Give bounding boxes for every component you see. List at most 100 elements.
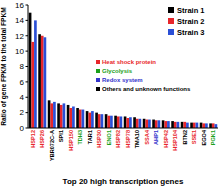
x-tick-label: ENO1 xyxy=(106,130,112,145)
x-tick-label: HSP82 xyxy=(115,130,121,148)
bar xyxy=(171,121,174,128)
y-tick xyxy=(26,112,29,113)
annotation: Glycolysis xyxy=(102,68,133,74)
bar xyxy=(86,111,89,128)
x-tick-label: HSP78 xyxy=(125,130,131,148)
bar xyxy=(139,119,142,128)
bar xyxy=(129,117,132,128)
x-tick-label: BTN2 xyxy=(182,130,188,145)
y-tick-label: 6 xyxy=(20,78,25,87)
y-axis-title: Ratio of gene FPKM to the total FPKM xyxy=(0,7,8,126)
bar xyxy=(53,102,56,128)
bar xyxy=(38,34,41,128)
legend-swatch xyxy=(168,7,174,13)
bar xyxy=(186,123,189,128)
y-tick xyxy=(26,128,29,129)
x-axis xyxy=(28,128,218,129)
x-tick-label: HSP42 xyxy=(163,130,169,148)
bar xyxy=(215,124,218,128)
bar xyxy=(126,118,129,128)
bar xyxy=(31,42,34,128)
bar xyxy=(76,108,79,128)
bar xyxy=(183,122,186,128)
x-tick-label: EGO4 xyxy=(201,129,207,145)
legend-label: Strain 1 xyxy=(177,6,205,15)
bars xyxy=(29,13,217,128)
y-tick xyxy=(26,81,29,82)
bar xyxy=(167,121,170,128)
bar xyxy=(155,120,158,128)
bar xyxy=(44,37,47,128)
bar xyxy=(114,116,117,128)
bar xyxy=(190,123,193,128)
y-tick-label: 16 xyxy=(15,1,24,10)
bar xyxy=(101,114,104,128)
bar xyxy=(133,117,136,128)
bar xyxy=(29,13,32,128)
bar xyxy=(193,123,196,128)
y-tick xyxy=(26,97,29,98)
bar xyxy=(145,120,148,128)
x-tick-label: PGK1 xyxy=(210,130,216,145)
bar xyxy=(50,103,53,128)
bar xyxy=(91,111,94,128)
bar xyxy=(107,116,110,128)
chart: 0246810121416HSP12HSP26YBR072C-ASPI1HSP1… xyxy=(0,0,221,189)
bar xyxy=(67,105,70,128)
bar xyxy=(88,113,91,128)
bar xyxy=(72,106,75,128)
x-tick-label: SPI1 xyxy=(58,130,64,142)
bar xyxy=(57,103,60,128)
x-tick-label: HSP12 xyxy=(30,130,36,148)
bar xyxy=(48,100,51,128)
bar xyxy=(148,120,151,128)
y-tick xyxy=(26,5,29,6)
y-tick xyxy=(26,51,29,52)
bar xyxy=(98,114,101,128)
bar xyxy=(60,105,63,128)
legend-swatch xyxy=(168,18,174,24)
x-tick-label: SSE1 xyxy=(191,130,197,144)
bar xyxy=(174,122,177,128)
x-tick-label: YBR072C-A xyxy=(49,130,55,161)
bar xyxy=(136,119,139,128)
bar xyxy=(202,123,205,128)
bar xyxy=(200,123,203,128)
x-tick-label: HSP26 xyxy=(39,130,45,148)
y-tick xyxy=(26,66,29,67)
y-tick-label: 12 xyxy=(15,32,24,41)
bar xyxy=(143,119,146,128)
bar xyxy=(177,122,180,128)
bar xyxy=(34,20,37,128)
bar xyxy=(164,121,167,128)
x-tick-label: HSP150 xyxy=(68,130,74,151)
legend-swatch xyxy=(168,29,174,35)
x-tick-label: TMA10 xyxy=(134,130,140,148)
x-tick-label: HSP30 xyxy=(96,130,102,148)
x-axis-title: Top 20 high transcription genes xyxy=(63,177,184,186)
bar xyxy=(69,108,72,128)
y-tick-label: 0 xyxy=(20,124,25,133)
bar xyxy=(181,122,184,128)
bar xyxy=(82,110,85,128)
annotation-swatch xyxy=(96,78,100,82)
y-tick-label: 14 xyxy=(15,16,24,25)
bar xyxy=(110,116,113,128)
annotation-swatch xyxy=(96,87,100,91)
x-tick-label: AHP1 xyxy=(153,130,159,145)
y-tick xyxy=(26,35,29,36)
bar xyxy=(212,123,215,128)
annotation-swatch xyxy=(96,69,100,73)
y-tick xyxy=(26,20,29,21)
annotation: Heat shock protein xyxy=(102,59,156,65)
bar xyxy=(41,36,44,128)
legend-label: Strain 2 xyxy=(177,17,205,26)
bar xyxy=(95,113,98,128)
bar xyxy=(209,123,212,128)
annotation: Redox system xyxy=(102,77,143,83)
bar xyxy=(117,116,120,128)
bar xyxy=(63,103,66,128)
bar xyxy=(105,114,108,128)
y-tick-label: 10 xyxy=(15,47,24,56)
bar xyxy=(196,123,199,128)
